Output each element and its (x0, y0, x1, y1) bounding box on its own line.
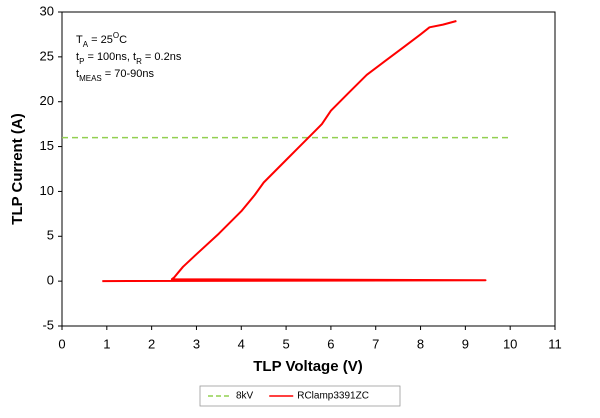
x-tick-label: 2 (148, 336, 155, 351)
annotation-part: T (76, 34, 83, 46)
annotation: tMEAS = 70-90ns (76, 68, 155, 83)
x-axis-label: TLP Voltage (V) (253, 358, 362, 375)
y-tick-label: 25 (40, 48, 54, 63)
annotation-part: MEAS (79, 74, 102, 83)
annotation-part: = 0.2ns (142, 51, 182, 63)
x-tick-label: 7 (372, 336, 379, 351)
legend-box (199, 385, 401, 407)
plot-area (61, 11, 556, 327)
y-tick-label: 20 (40, 93, 54, 108)
x-tick-label: 9 (462, 336, 469, 351)
y-tick-label: 10 (40, 183, 54, 198)
x-tick-label: 10 (503, 336, 517, 351)
annotation-part: C (119, 34, 127, 46)
annotation-part: = 70-90ns (102, 68, 155, 80)
annotation-part: P (79, 57, 84, 66)
x-tick-label: 4 (238, 336, 245, 351)
annotation: TA = 25OC (76, 31, 127, 49)
annotation-part: O (113, 31, 119, 40)
annotation: tP = 100ns, tR = 0.2ns (76, 51, 182, 66)
annotation-part: R (136, 57, 142, 66)
annotation-part: = 25 (88, 34, 113, 46)
annotation-part: = 100ns, t (84, 51, 136, 63)
x-tick-label: 8 (417, 336, 424, 351)
x-tick-label: 5 (282, 336, 289, 351)
legend-label: RClamp3391ZC (297, 391, 369, 402)
y-tick-label: -5 (42, 317, 54, 332)
x-tick-label: 0 (58, 336, 65, 351)
annotation-part: t (76, 51, 79, 63)
x-tick-label: 11 (548, 336, 562, 351)
y-tick-label: 0 (47, 273, 54, 288)
y-tick-label: 30 (40, 3, 54, 18)
series-line (102, 20, 487, 283)
y-tick-label: 5 (47, 228, 54, 243)
legend-label: 8kV (236, 391, 254, 402)
y-axis-label: TLP Current (A) (9, 113, 26, 224)
x-tick-label: 6 (327, 336, 334, 351)
annotation-part: t (76, 68, 79, 80)
annotation-part: A (83, 40, 89, 49)
x-tick-label: 3 (193, 336, 200, 351)
x-tick-label: 1 (103, 336, 110, 351)
y-tick-label: 15 (40, 138, 54, 153)
